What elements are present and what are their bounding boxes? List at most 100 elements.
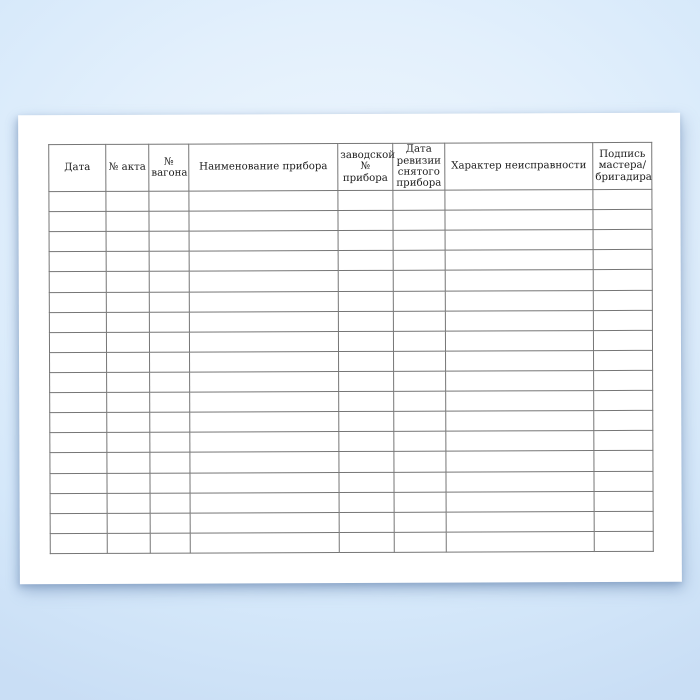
table-body: [48, 189, 654, 554]
empty-cell-act-number: [106, 432, 150, 453]
empty-cell-date: [49, 231, 107, 252]
empty-cell-wagon-number: [149, 372, 190, 393]
column-header-fault-nature: Характер неисправности: [444, 142, 593, 191]
empty-cell-signature: [593, 309, 653, 331]
empty-cell-signature: [594, 490, 654, 512]
empty-cell-signature: [593, 390, 653, 411]
empty-cell-act-number: [106, 372, 150, 393]
empty-cell-act-number: [105, 191, 149, 212]
table-row: [49, 350, 653, 373]
empty-cell-wagon-number: [149, 351, 190, 373]
empty-cell-signature: [594, 511, 654, 532]
empty-cell-act-number: [106, 291, 150, 313]
empty-cell-device-name: [189, 311, 339, 332]
empty-cell-factory-number: [338, 411, 394, 432]
empty-cell-revision-date: [394, 531, 447, 553]
empty-cell-revision-date: [393, 230, 446, 251]
empty-cell-revision-date: [393, 330, 446, 352]
empty-cell-revision-date: [394, 491, 447, 513]
empty-cell-act-number: [107, 492, 151, 514]
empty-cell-signature: [593, 370, 653, 391]
empty-cell-fault-nature: [445, 330, 594, 352]
empty-cell-fault-nature: [445, 430, 594, 452]
empty-cell-device-name: [189, 230, 339, 252]
empty-cell-date: [49, 432, 107, 454]
empty-cell-date: [48, 211, 107, 232]
table-header: Дата № акта № вагона Наименование прибор…: [48, 142, 652, 192]
column-header-act-number: № акта: [105, 144, 149, 192]
empty-cell-wagon-number: [149, 271, 190, 292]
empty-cell-revision-date: [393, 270, 446, 291]
empty-cell-revision-date: [393, 310, 446, 332]
empty-cell-act-number: [106, 392, 150, 413]
empty-cell-factory-number: [338, 371, 394, 392]
table-row: [50, 531, 654, 554]
empty-cell-factory-number: [338, 290, 394, 312]
empty-cell-wagon-number: [149, 251, 190, 272]
empty-cell-fault-nature: [444, 189, 593, 211]
empty-cell-device-name: [189, 431, 339, 453]
empty-cell-wagon-number: [149, 392, 190, 413]
empty-cell-signature: [593, 289, 653, 311]
empty-cell-date: [49, 251, 107, 273]
empty-cell-revision-date: [392, 210, 446, 231]
empty-cell-factory-number: [338, 431, 394, 452]
empty-cell-fault-nature: [446, 511, 595, 532]
empty-cell-wagon-number: [150, 532, 191, 554]
empty-cell-factory-number: [338, 331, 394, 352]
empty-cell-act-number: [106, 472, 151, 494]
empty-cell-factory-number: [338, 451, 394, 473]
empty-cell-revision-date: [394, 511, 447, 533]
empty-cell-revision-date: [393, 290, 446, 311]
empty-cell-wagon-number: [149, 331, 190, 353]
empty-cell-factory-number: [339, 491, 395, 513]
empty-cell-device-name: [189, 371, 339, 393]
empty-cell-signature: [593, 470, 654, 492]
column-header-wagon-number: № вагона: [148, 144, 189, 192]
table-row: [49, 470, 654, 494]
empty-cell-fault-nature: [446, 491, 595, 512]
empty-cell-revision-date: [393, 451, 446, 472]
empty-cell-device-name: [190, 492, 340, 513]
table-row: [50, 511, 654, 534]
empty-cell-signature: [593, 450, 653, 472]
column-header-date: Дата: [48, 144, 106, 192]
empty-cell-act-number: [106, 332, 150, 353]
empty-cell-device-name: [190, 532, 340, 554]
column-header-signature: Подпись мастера/ бригадира: [592, 142, 652, 190]
table-row: [48, 209, 653, 232]
empty-cell-act-number: [106, 452, 150, 473]
empty-cell-device-name: [189, 411, 339, 433]
empty-cell-wagon-number: [149, 311, 190, 333]
empty-cell-act-number: [107, 533, 151, 554]
empty-cell-act-number: [106, 412, 150, 433]
empty-cell-signature: [593, 350, 653, 371]
empty-cell-act-number: [106, 352, 150, 373]
empty-cell-device-name: [188, 210, 339, 232]
empty-cell-device-name: [189, 250, 339, 272]
empty-cell-factory-number: [339, 512, 395, 533]
empty-cell-revision-date: [393, 351, 446, 372]
header-row: Дата № акта № вагона Наименование прибор…: [48, 142, 652, 192]
empty-cell-fault-nature: [445, 310, 594, 331]
empty-cell-act-number: [106, 231, 150, 252]
empty-cell-revision-date: [393, 371, 446, 392]
empty-cell-factory-number: [338, 270, 394, 292]
empty-cell-act-number: [105, 211, 150, 232]
empty-cell-signature: [592, 189, 652, 210]
fault-journal-table: Дата № акта № вагона Наименование прибор…: [48, 141, 654, 555]
empty-cell-signature: [593, 269, 653, 291]
table-row: [49, 289, 653, 313]
empty-cell-factory-number: [338, 230, 394, 251]
empty-cell-fault-nature: [445, 410, 594, 432]
empty-cell-device-name: [189, 451, 339, 473]
column-header-revision-date: Дата ревизии снятого прибора: [392, 143, 445, 191]
empty-cell-fault-nature: [445, 370, 594, 392]
empty-cell-date: [50, 513, 108, 534]
empty-cell-signature: [592, 209, 653, 230]
empty-cell-fault-nature: [445, 450, 594, 472]
column-header-device-name: Наименование прибора: [188, 143, 338, 192]
empty-cell-factory-number: [338, 351, 394, 372]
empty-cell-revision-date: [393, 431, 446, 452]
